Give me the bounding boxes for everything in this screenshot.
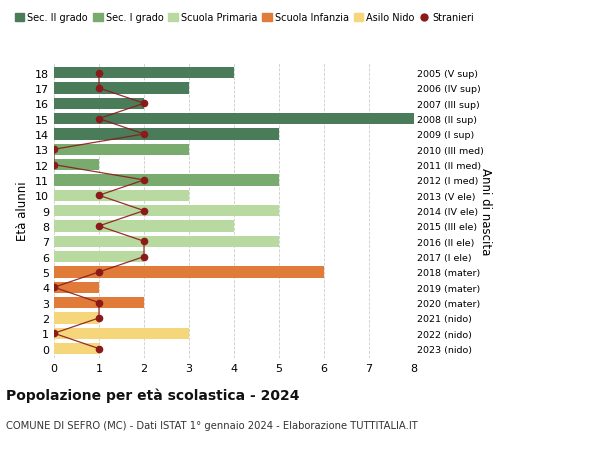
Bar — [54, 297, 144, 308]
Bar — [54, 67, 234, 79]
Bar — [54, 236, 279, 247]
Bar — [54, 190, 189, 202]
Y-axis label: Anni di nascita: Anni di nascita — [479, 168, 492, 255]
Bar — [54, 98, 144, 110]
Bar — [54, 282, 99, 293]
Bar — [54, 205, 279, 217]
Y-axis label: Età alunni: Età alunni — [16, 181, 29, 241]
Bar — [54, 328, 189, 339]
Text: COMUNE DI SEFRO (MC) - Dati ISTAT 1° gennaio 2024 - Elaborazione TUTTITALIA.IT: COMUNE DI SEFRO (MC) - Dati ISTAT 1° gen… — [6, 420, 418, 430]
Bar — [54, 83, 189, 95]
Bar — [54, 144, 189, 156]
Legend: Sec. II grado, Sec. I grado, Scuola Primaria, Scuola Infanzia, Asilo Nido, Stran: Sec. II grado, Sec. I grado, Scuola Prim… — [11, 10, 478, 27]
Bar — [54, 267, 324, 278]
Bar — [54, 251, 144, 263]
Bar — [54, 221, 234, 232]
Bar — [54, 129, 279, 140]
Bar — [54, 113, 414, 125]
Bar — [54, 313, 99, 324]
Text: Popolazione per età scolastica - 2024: Popolazione per età scolastica - 2024 — [6, 388, 299, 403]
Bar — [54, 159, 99, 171]
Bar — [54, 343, 99, 354]
Bar — [54, 175, 279, 186]
